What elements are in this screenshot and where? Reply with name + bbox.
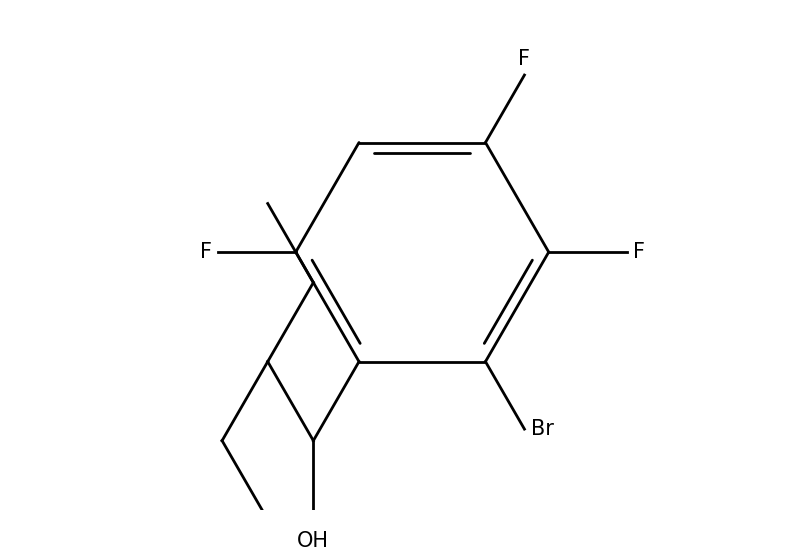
Text: OH: OH [297, 531, 329, 551]
Text: F: F [632, 242, 644, 262]
Text: Br: Br [530, 419, 552, 439]
Text: F: F [518, 49, 530, 69]
Text: F: F [199, 242, 211, 262]
